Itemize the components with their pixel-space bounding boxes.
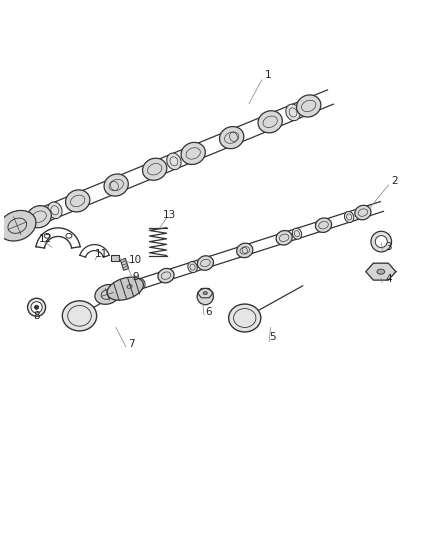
Polygon shape: [120, 259, 129, 270]
Ellipse shape: [197, 256, 213, 270]
Ellipse shape: [219, 126, 244, 149]
Ellipse shape: [27, 206, 51, 228]
Text: 9: 9: [132, 272, 138, 282]
Ellipse shape: [276, 231, 292, 245]
Ellipse shape: [31, 302, 42, 313]
Polygon shape: [366, 263, 396, 280]
Ellipse shape: [229, 304, 261, 332]
Ellipse shape: [62, 301, 97, 331]
Ellipse shape: [95, 285, 120, 304]
Ellipse shape: [377, 269, 385, 274]
Ellipse shape: [292, 228, 302, 239]
Text: 13: 13: [163, 210, 176, 220]
Ellipse shape: [297, 95, 321, 117]
Ellipse shape: [167, 153, 181, 169]
Ellipse shape: [237, 243, 253, 257]
Text: 8: 8: [33, 311, 40, 321]
Ellipse shape: [375, 236, 387, 248]
Text: 1: 1: [265, 70, 272, 80]
Ellipse shape: [0, 211, 36, 241]
Ellipse shape: [142, 158, 167, 180]
Ellipse shape: [286, 104, 300, 120]
Ellipse shape: [107, 177, 122, 194]
Text: 2: 2: [392, 176, 398, 185]
Ellipse shape: [48, 202, 62, 219]
Ellipse shape: [107, 277, 143, 300]
Ellipse shape: [66, 190, 90, 212]
Text: 4: 4: [385, 274, 392, 285]
Text: 11: 11: [94, 248, 108, 259]
Ellipse shape: [344, 212, 354, 222]
Text: 5: 5: [269, 332, 276, 342]
Ellipse shape: [104, 174, 128, 196]
Text: 10: 10: [129, 255, 142, 265]
Ellipse shape: [258, 111, 283, 133]
Text: 12: 12: [39, 233, 52, 244]
Ellipse shape: [226, 128, 240, 145]
Ellipse shape: [240, 245, 250, 256]
Ellipse shape: [188, 262, 197, 273]
Ellipse shape: [355, 205, 371, 220]
Ellipse shape: [371, 231, 392, 252]
Ellipse shape: [119, 281, 135, 295]
Ellipse shape: [136, 278, 145, 289]
Text: 3: 3: [385, 242, 392, 252]
Ellipse shape: [158, 269, 174, 283]
Ellipse shape: [315, 218, 332, 232]
Ellipse shape: [197, 288, 213, 305]
Ellipse shape: [203, 292, 208, 295]
Ellipse shape: [28, 298, 46, 316]
Text: 7: 7: [128, 339, 134, 349]
Bar: [111, 255, 119, 261]
Ellipse shape: [181, 142, 205, 165]
Text: 6: 6: [205, 306, 212, 317]
Ellipse shape: [35, 305, 39, 310]
